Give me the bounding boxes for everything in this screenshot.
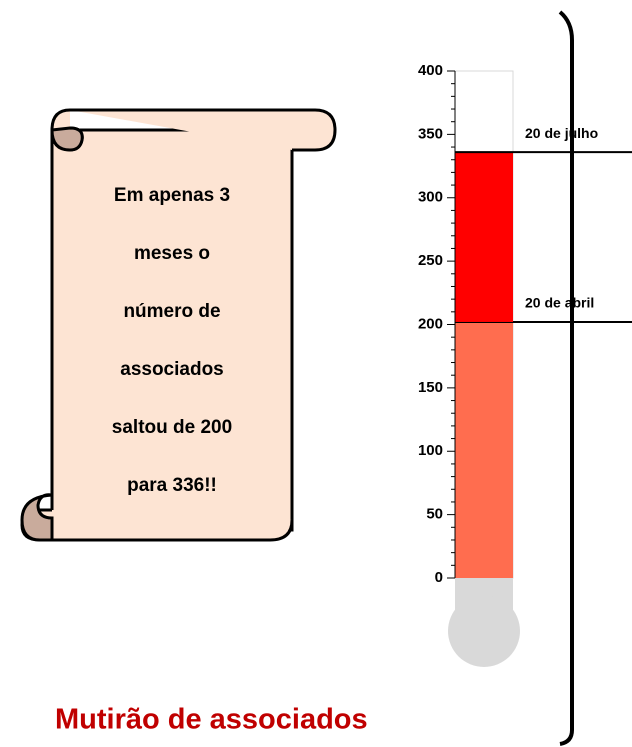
y-tick-label: 350 <box>418 125 443 142</box>
legend-label: 20 de abril <box>525 295 594 311</box>
y-tick-label: 250 <box>418 252 443 269</box>
bar-segment <box>455 152 513 322</box>
y-tick-label: 300 <box>418 189 443 206</box>
y-tick-label: 400 <box>418 62 443 79</box>
note-line: saltou de 200 <box>112 417 232 438</box>
note-line: Em apenas 3 <box>114 185 230 206</box>
chart-title: Mutirão de associados <box>55 704 368 736</box>
note-line: associados <box>120 359 224 380</box>
note-line: número de <box>123 301 220 322</box>
y-tick-label: 50 <box>426 506 443 523</box>
note-line: para 336!! <box>127 475 217 496</box>
y-tick-label: 0 <box>435 569 443 586</box>
frame <box>560 12 572 744</box>
y-tick-label: 150 <box>418 379 443 396</box>
bulb <box>448 595 520 667</box>
legend-label: 20 de julho <box>525 125 598 141</box>
y-tick-label: 100 <box>418 442 443 459</box>
chart: Mutirão de associados Em apenas 3 meses o… <box>0 0 632 747</box>
note-line: meses o <box>134 243 210 264</box>
y-tick-label: 200 <box>418 315 443 332</box>
bar-segment <box>455 322 513 578</box>
